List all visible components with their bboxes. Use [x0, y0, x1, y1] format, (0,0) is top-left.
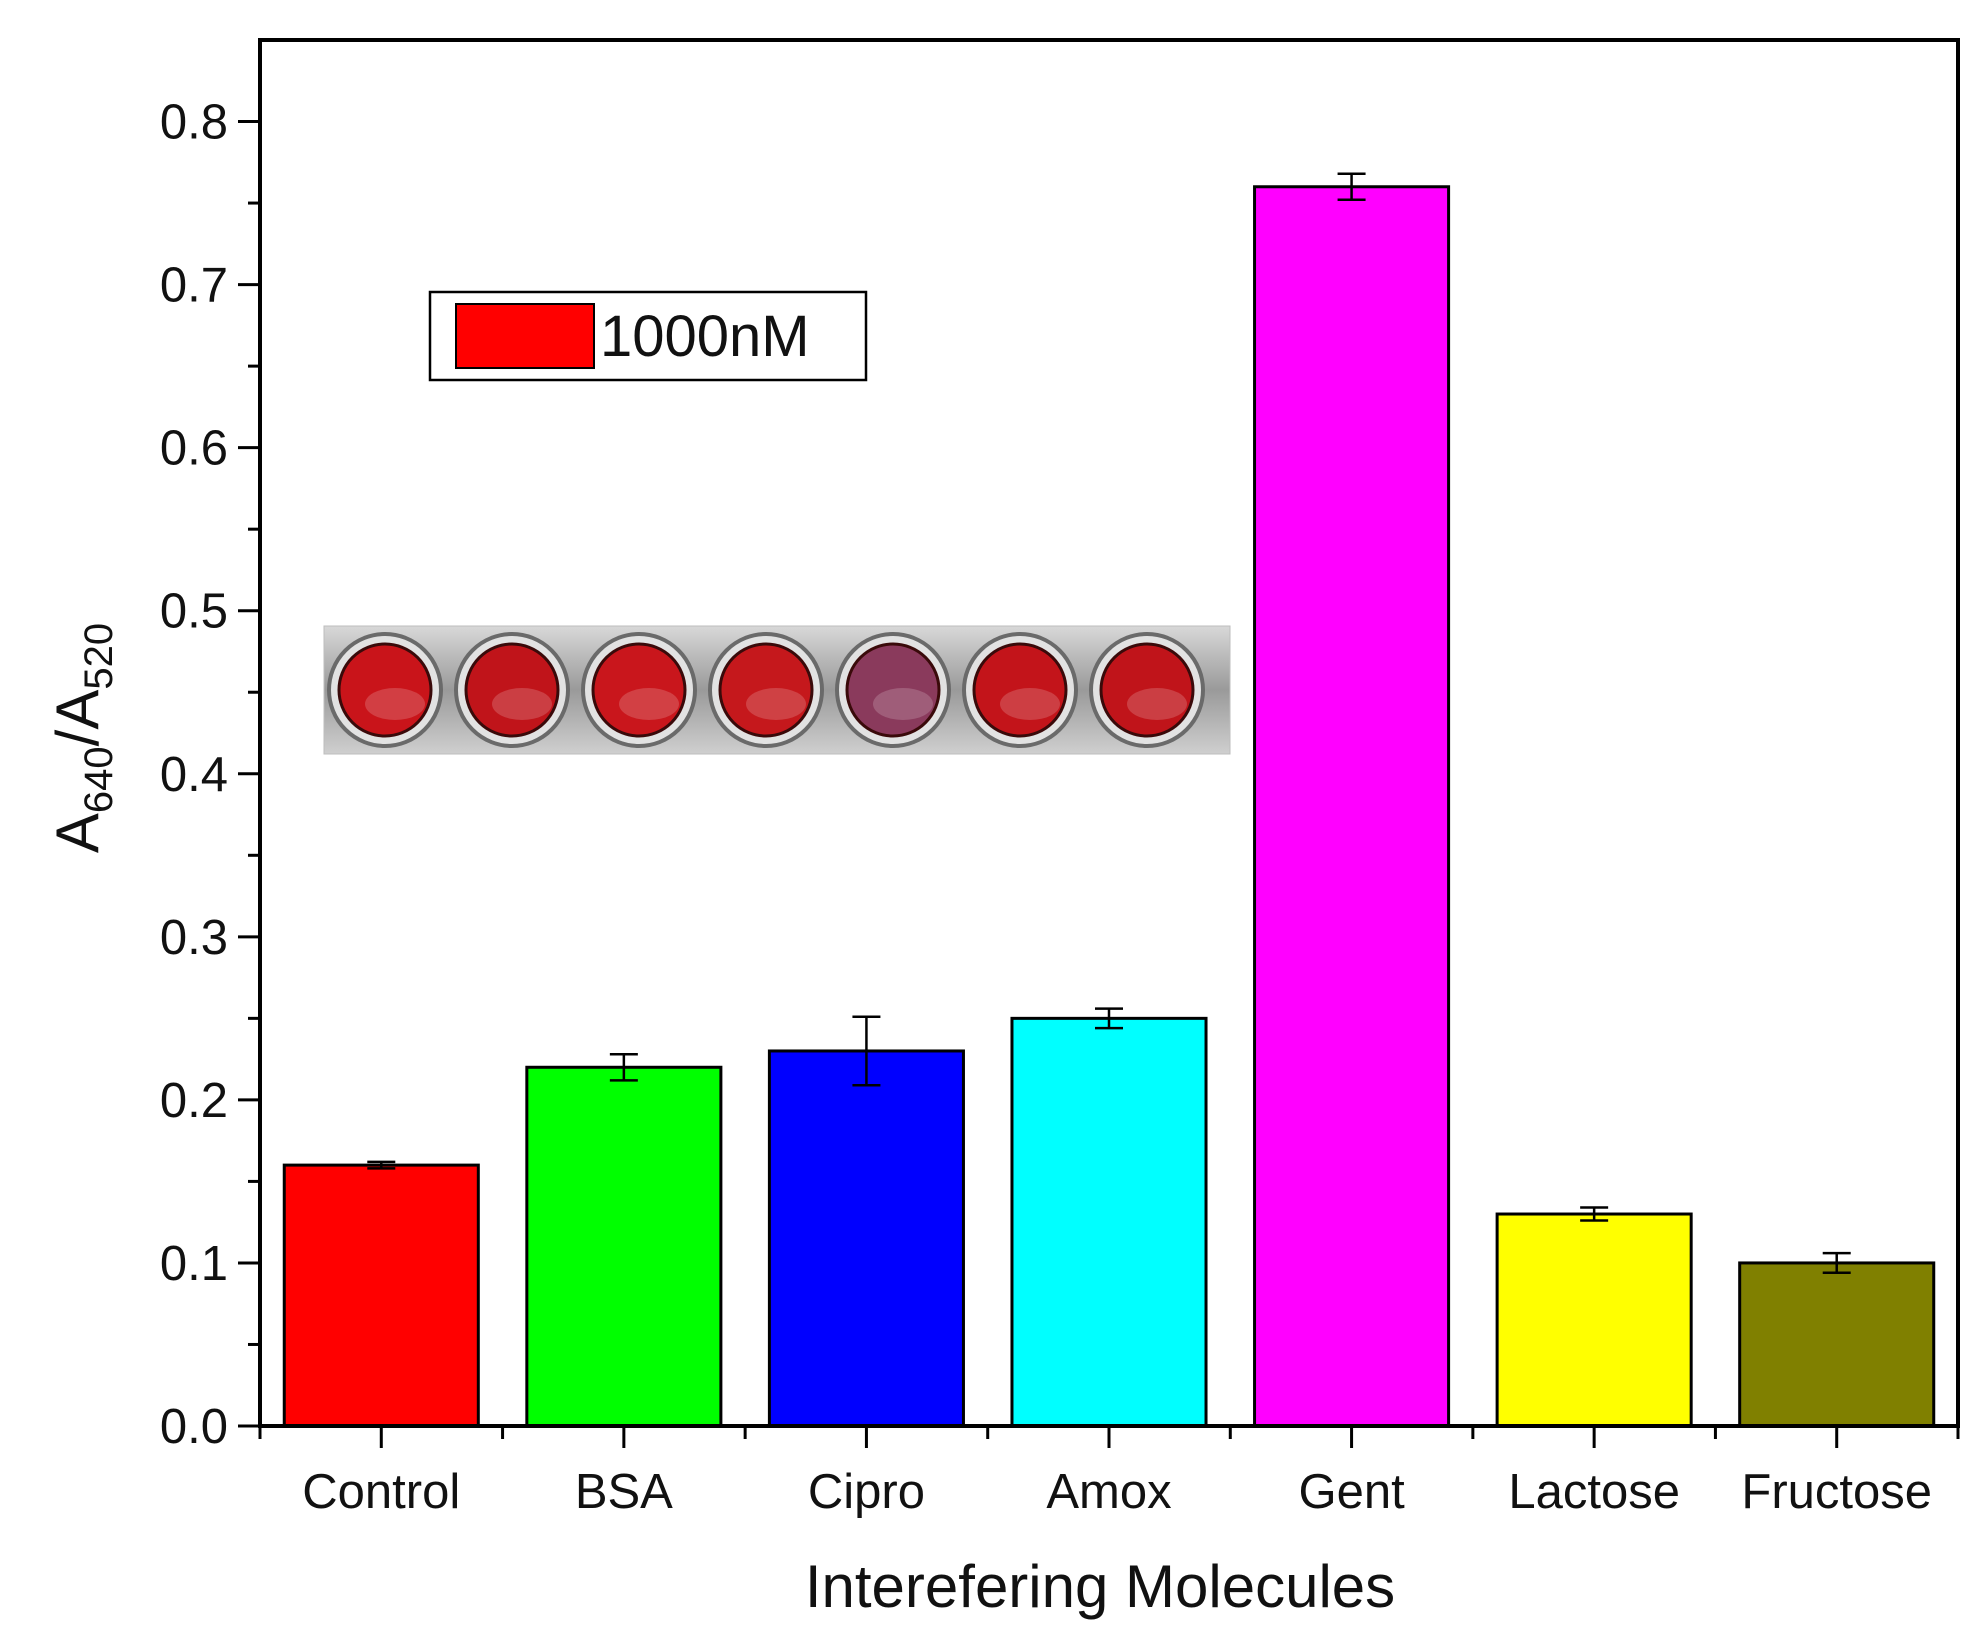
x-tick-label: Cipro: [808, 1465, 925, 1519]
x-tick-label: Gent: [1298, 1465, 1405, 1519]
y-title-num-sub: 640: [77, 746, 121, 813]
y-title-base: A: [44, 813, 111, 853]
y-tick-label: 0.1: [160, 1237, 228, 1291]
well-solution: [845, 642, 941, 738]
inset-photo: [323, 625, 1231, 755]
legend: 1000nM: [428, 290, 868, 382]
x-tick-label: Fructose: [1741, 1465, 1932, 1519]
y-tick-label: 0.5: [160, 585, 228, 639]
legend-label: 1000nM: [600, 304, 810, 369]
y-tick-label: 0.8: [160, 96, 228, 150]
x-tick-label: Lactose: [1508, 1465, 1680, 1519]
x-axis-title: Interefering Molecules: [805, 1553, 1395, 1620]
bar-series: [282, 185, 1936, 1428]
legend-swatch: [455, 303, 595, 369]
bar-lactose: [1495, 1212, 1693, 1428]
bar-control: [282, 1163, 480, 1428]
y-tick-label: 0.0: [160, 1400, 228, 1454]
well-highlight: [1000, 688, 1060, 720]
well-highlight: [873, 688, 933, 720]
y-tick-label: 0.6: [160, 422, 228, 476]
bar-fructose: [1738, 1261, 1936, 1428]
y-title-den-sub: 520: [77, 623, 121, 690]
plot-frame: [258, 38, 1960, 1428]
y-tick-label: 0.2: [160, 1074, 228, 1128]
y-tick-label: 0.3: [160, 911, 228, 965]
y-axis-ticks: 0.0 0.1 0.2 0.3 0.4 0.5 0.6 0.7 0.8: [160, 96, 260, 1454]
y-title-sep: /A: [44, 690, 111, 747]
bar-amox: [1010, 1016, 1208, 1428]
bar-bsa: [525, 1065, 723, 1428]
well-highlight: [365, 688, 425, 720]
well-highlight: [1127, 688, 1187, 720]
well-highlight: [492, 688, 552, 720]
well-solution: [591, 642, 687, 738]
well-highlight: [619, 688, 679, 720]
x-tick-label: BSA: [575, 1465, 673, 1519]
well-highlight: [746, 688, 806, 720]
well-solution: [1099, 642, 1195, 738]
svg-text:A640/A520: A640/A520: [44, 623, 121, 853]
well-solution: [718, 642, 814, 738]
x-tick-label: Amox: [1046, 1465, 1171, 1519]
y-axis-title: A640/A520: [44, 623, 121, 853]
well-solution: [972, 642, 1068, 738]
x-axis-ticks: Control BSA Cipro Amox Gent Lactose Fructose: [258, 1426, 1960, 1519]
error-bars: [367, 172, 1851, 1274]
well-solution: [337, 642, 433, 738]
bar-cipro: [767, 1049, 965, 1428]
x-tick-label: Control: [302, 1465, 460, 1519]
inset-border: [323, 625, 1231, 755]
y-tick-label: 0.7: [160, 259, 228, 313]
bar-gent: [1253, 185, 1451, 1428]
well-solution: [464, 642, 560, 738]
y-tick-label: 0.4: [160, 748, 228, 802]
